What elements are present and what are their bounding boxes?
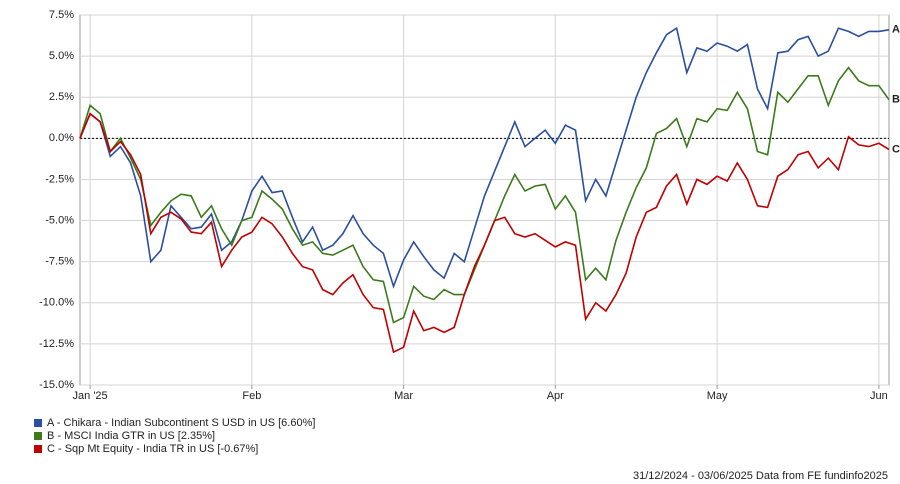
end-label: C — [892, 143, 900, 155]
legend-label: A - Chikara - Indian Subcontinent S USD … — [47, 417, 315, 429]
x-tick-label: Jun — [870, 390, 888, 402]
x-tick-label: May — [707, 390, 728, 402]
end-label: A — [892, 24, 900, 36]
series-line — [79, 112, 890, 354]
legend-swatch — [34, 432, 42, 440]
y-tick-label: -5.0% — [45, 214, 74, 226]
x-tick-label: Mar — [394, 390, 413, 402]
y-tick-label: 2.5% — [49, 91, 74, 103]
y-tick-label: -12.5% — [39, 338, 74, 350]
x-tick-label: Feb — [242, 390, 261, 402]
y-tick-label: 7.5% — [49, 9, 74, 21]
legend-swatch — [34, 419, 42, 427]
x-tick-label: Jan '25 — [73, 390, 108, 402]
y-tick-label: -7.5% — [45, 256, 74, 268]
legend-swatch — [34, 445, 42, 453]
legend-label: B - MSCI India GTR in US [2.35%] — [47, 430, 215, 442]
y-tick-label: 5.0% — [49, 50, 74, 62]
source-note: 31/12/2024 - 03/06/2025 Data from FE fun… — [633, 470, 888, 482]
end-label: B — [892, 94, 900, 106]
y-tick-label: 0.0% — [49, 132, 74, 144]
plot-frame — [79, 14, 890, 386]
legend-label: C - Sqp Mt Equity - India TR in US [-0.6… — [47, 443, 258, 455]
y-tick-label: -2.5% — [45, 173, 74, 185]
x-tick-label: Apr — [547, 390, 564, 402]
series-line — [79, 26, 890, 289]
y-tick-label: -15.0% — [39, 379, 74, 391]
y-tick-label: -10.0% — [39, 297, 74, 309]
